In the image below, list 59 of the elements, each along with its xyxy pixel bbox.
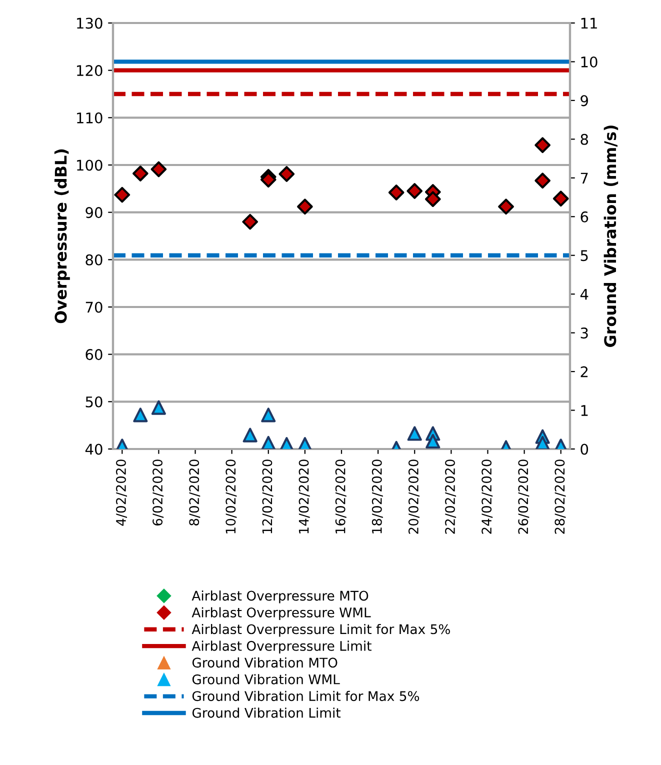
x-tick-label: 24/02/2020 bbox=[482, 460, 493, 534]
y-tick-label: 90 bbox=[86, 207, 102, 218]
y-tick-label: 50 bbox=[86, 396, 102, 408]
x-tick-label: 8/02/2020 bbox=[189, 460, 200, 526]
y2-tick-label: 1 bbox=[581, 405, 588, 416]
y-tick-label: 60 bbox=[86, 349, 102, 360]
y2-tick-label: 2 bbox=[580, 366, 588, 378]
legend-label: Airblast Overpressure WML bbox=[192, 607, 371, 620]
point bbox=[278, 166, 295, 182]
x-tick-label: 14/02/2020 bbox=[298, 460, 310, 534]
legend-label: Ground Vibration WML bbox=[192, 674, 340, 684]
legend-label: Airblast Overpressure Limit for Max 5% bbox=[192, 624, 450, 637]
y-tick-label: 130 bbox=[77, 18, 102, 29]
x-tick-label: 28/02/2020 bbox=[554, 460, 566, 534]
y2-tick-label: 3 bbox=[580, 328, 588, 339]
point bbox=[132, 166, 148, 182]
y-axis-title: Overpressure (dBL) bbox=[54, 149, 70, 324]
y2-tick-label: 5 bbox=[580, 250, 588, 262]
x-tick-label: 20/02/2020 bbox=[408, 460, 420, 534]
point bbox=[406, 183, 423, 199]
legend-label: Ground Vibration MTO bbox=[192, 657, 338, 668]
y2-tick-label: 8 bbox=[580, 134, 588, 145]
y-tick-label: 100 bbox=[77, 160, 102, 171]
point bbox=[297, 198, 313, 215]
x-tick-label: 18/02/2020 bbox=[372, 460, 383, 534]
y-tick-label: 110 bbox=[77, 112, 102, 124]
point bbox=[424, 191, 441, 207]
y2-tick-label: 7 bbox=[580, 172, 588, 184]
x-tick-label: 4/02/2020 bbox=[116, 460, 128, 526]
y2-axis-title: Ground Vibration (mm/s) bbox=[604, 126, 618, 347]
y2-tick-label: 9 bbox=[580, 95, 588, 106]
point bbox=[114, 186, 130, 203]
y-tick-label: 120 bbox=[77, 65, 102, 76]
x-tick-label: 10/02/2020 bbox=[226, 460, 237, 534]
x-tick-label: 16/02/2020 bbox=[335, 460, 346, 534]
point bbox=[150, 161, 167, 178]
point bbox=[552, 190, 569, 207]
y-tick-label: 40 bbox=[85, 444, 102, 455]
x-tick-label: 6/02/2020 bbox=[152, 460, 164, 526]
x-tick-label: 12/02/2020 bbox=[262, 460, 274, 534]
point bbox=[534, 172, 550, 189]
point bbox=[534, 137, 550, 154]
point bbox=[388, 184, 404, 200]
legend-label: Ground Vibration Limit bbox=[192, 708, 341, 718]
point bbox=[260, 172, 276, 188]
y2-tick-label: 11 bbox=[581, 18, 597, 29]
y2-tick-label: 6 bbox=[580, 211, 588, 222]
point bbox=[498, 198, 514, 215]
legend-label: Ground Vibration Limit for Max 5% bbox=[192, 690, 420, 702]
point bbox=[242, 214, 258, 230]
x-tick-label: 22/02/2020 bbox=[445, 460, 456, 534]
legend-label: Airblast Overpressure Limit bbox=[192, 640, 372, 654]
y-tick-label: 70 bbox=[86, 302, 102, 313]
legend-label: Airblast Overpressure MTO bbox=[192, 590, 368, 604]
y2-tick-label: 4 bbox=[580, 289, 588, 300]
y2-tick-label: 10 bbox=[581, 56, 598, 68]
x-tick-label: 26/02/2020 bbox=[518, 460, 530, 534]
y-tick-label: 80 bbox=[86, 254, 102, 266]
y2-tick-label: 0 bbox=[580, 444, 588, 455]
